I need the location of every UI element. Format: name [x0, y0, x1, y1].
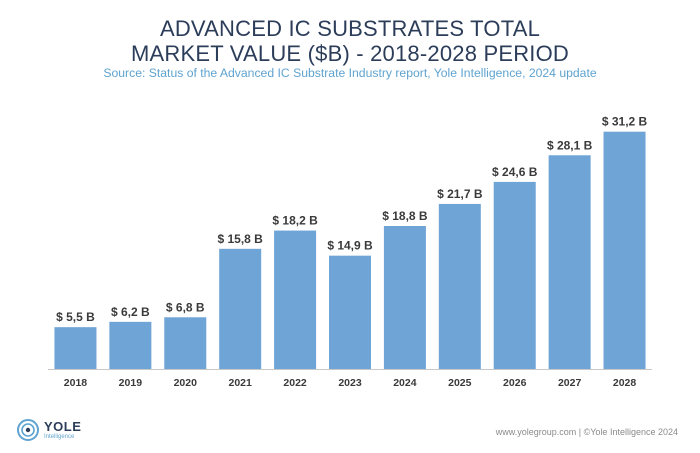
- x-tick-2024: 2024: [393, 377, 417, 389]
- logo-brand-text: YOLE: [44, 419, 82, 434]
- x-tick-2018: 2018: [64, 377, 88, 389]
- value-label-2026: $ 24,6 B: [492, 165, 538, 179]
- value-label-2025: $ 21,7 B: [437, 187, 483, 201]
- x-tick-2027: 2027: [558, 377, 582, 389]
- x-tick-2028: 2028: [613, 377, 637, 389]
- bar-2023: [329, 255, 371, 369]
- chart-title-line-1: ADVANCED IC SUBSTRATES TOTAL: [159, 16, 541, 41]
- bar-2018: [54, 327, 97, 369]
- value-label-2023: $ 14,9 B: [327, 239, 373, 253]
- value-label-2018: $ 5,5 B: [56, 310, 95, 324]
- value-label-2021: $ 15,8 B: [217, 232, 263, 246]
- bar-2024: [383, 226, 426, 369]
- value-label-2019: $ 6,2 B: [111, 305, 150, 319]
- bar-2022: [274, 230, 317, 369]
- x-tick-2025: 2025: [448, 377, 472, 389]
- x-tick-2023: 2023: [338, 377, 362, 389]
- x-tick-2020: 2020: [174, 377, 198, 389]
- x-tick-2021: 2021: [229, 377, 253, 389]
- chart-title-line-2: MARKET VALUE ($B) - 2018-2028 PERIOD: [131, 41, 569, 66]
- footer-credit: www.yolegroup.com | ©Yole Intelligence 2…: [495, 427, 678, 437]
- value-label-2028: $ 31,2 B: [602, 115, 648, 129]
- yole-logo-icon: [17, 419, 39, 441]
- logo-sub-text: Intelligence: [44, 434, 75, 440]
- x-tick-2019: 2019: [119, 377, 143, 389]
- x-tick-2026: 2026: [503, 377, 527, 389]
- chart-subtitle: Source: Status of the Advanced IC Substr…: [103, 66, 597, 80]
- bar-2026: [493, 181, 536, 369]
- bar-2020: [164, 317, 207, 369]
- yole-logo: YOLE Intelligence: [16, 418, 81, 442]
- bar-2021: [219, 248, 262, 369]
- value-label-2024: $ 18,8 B: [382, 209, 428, 223]
- chart-title: ADVANCED IC SUBSTRATES TOTAL MARKET VALU…: [0, 16, 700, 66]
- value-label-2020: $ 6,8 B: [166, 300, 205, 314]
- value-label-2027: $ 28,1 B: [547, 138, 593, 152]
- value-label-2022: $ 18,2 B: [272, 214, 318, 228]
- bar-2025: [438, 203, 481, 369]
- bar-2027: [548, 155, 591, 369]
- bar-2028: [603, 131, 646, 369]
- x-tick-2022: 2022: [283, 377, 307, 389]
- bar-2019: [109, 321, 152, 369]
